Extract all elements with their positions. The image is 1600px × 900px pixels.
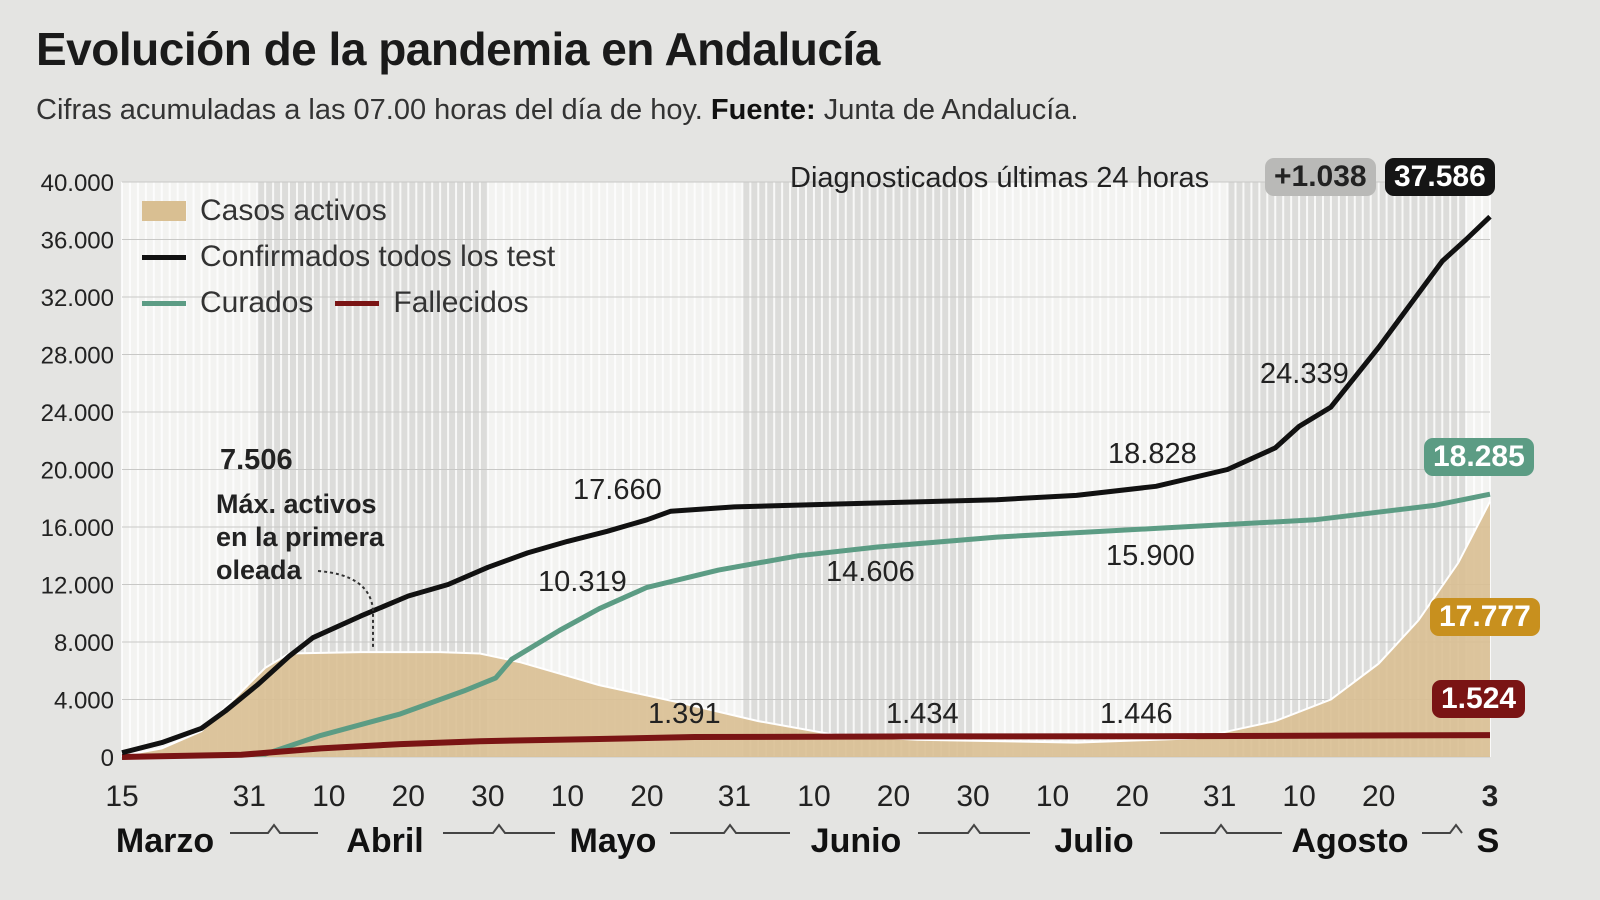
legend-label: Fallecidos (393, 286, 529, 319)
subtitle-text: Cifras acumuladas a las 07.00 horas del … (36, 94, 703, 126)
y-tick-label: 20.000 (41, 458, 114, 485)
month-separator (443, 823, 555, 834)
label-confirmados-may: 17.660 (573, 474, 662, 506)
x-tick-label: 20 (877, 780, 910, 813)
y-tick-label: 36.000 (41, 228, 114, 255)
x-tick-label: 20 (392, 780, 425, 813)
series-curados-line (121, 491, 1491, 760)
x-tick-label: 20 (1362, 780, 1395, 813)
label-fallecidos-jun: 1.434 (886, 698, 959, 730)
x-tick-label: 20 (1115, 780, 1148, 813)
end-label-fallecidos: 1.524 (1432, 680, 1526, 718)
y-tick-label: 32.000 (41, 285, 114, 312)
x-tick-label: 10 (797, 780, 830, 813)
label-fallecidos-may: 1.391 (648, 698, 721, 730)
month-separator (1160, 823, 1282, 834)
x-tick-label: 15 (105, 780, 138, 813)
end-label-curados: 18.285 (1424, 438, 1534, 476)
x-tick-label: 31 (718, 780, 751, 813)
y-tick-label: 0 (101, 745, 114, 772)
label-confirmados-jul: 18.828 (1108, 438, 1197, 470)
month-label: Junio (811, 822, 902, 860)
label-curados-may: 10.319 (538, 566, 627, 598)
annotation-max-active: 7.506 (220, 444, 293, 476)
note-line: oleada (216, 555, 302, 585)
x-tick-label: 30 (956, 780, 989, 813)
x-tick-label: 10 (551, 780, 584, 813)
month-label: Agosto (1291, 822, 1408, 860)
annotation-leader-line (317, 570, 374, 648)
month-separator (230, 823, 318, 834)
legend-label: Casos activos (200, 194, 387, 227)
month-label: Mayo (570, 822, 657, 860)
y-tick-label: 12.000 (41, 573, 114, 600)
legend-swatch (142, 201, 186, 221)
legend-activos: Casos activos (142, 188, 555, 234)
series-casos-activos-edge (121, 501, 1491, 757)
legend-curados-fallecidos: Curados Fallecidos (142, 280, 555, 326)
month-separator (1422, 823, 1463, 834)
y-tick-label: 24.000 (41, 400, 114, 427)
month-separator (918, 823, 1030, 834)
month-separator (670, 823, 790, 834)
x-tick-label: 20 (630, 780, 663, 813)
y-tick-label: 40.000 (41, 170, 114, 197)
chart-subtitle: Cifras acumuladas a las 07.00 horas del … (36, 94, 1078, 127)
legend-label: Confirmados todos los test (200, 240, 556, 273)
x-tick-label: 10 (1282, 780, 1315, 813)
series-confirmados-line (121, 214, 1492, 756)
month-label: S (1477, 822, 1500, 860)
source-label: Fuente: (710, 94, 816, 126)
source-text: Junta de Andalucía. (823, 94, 1079, 126)
note-line: Máx. activos (216, 489, 377, 519)
end-label-activos: 17.777 (1430, 598, 1540, 636)
y-tick-label: 8.000 (54, 630, 114, 657)
total-badge: 37.586 (1385, 158, 1495, 196)
legend-swatch (142, 254, 186, 260)
series-fallecidos-line (121, 732, 1491, 760)
month-label: Abril (346, 822, 423, 860)
legend-confirmados: Confirmados todos los test (142, 234, 555, 280)
x-tick-label: 10 (1036, 780, 1069, 813)
header-24h-label: Diagnosticados últimas 24 horas (790, 162, 1210, 194)
label-curados-jul: 15.900 (1106, 540, 1195, 572)
legend-swatch (335, 300, 380, 306)
month-label: Julio (1054, 822, 1133, 860)
delta-badge: +1.038 (1265, 158, 1376, 196)
x-tick-label: 10 (312, 780, 345, 813)
annotation-max-active-note: Máx. activos en la primera oleada (216, 488, 384, 587)
legend: Casos activos Confirmados todos los test… (142, 188, 555, 326)
x-tick-label: 31 (1203, 780, 1236, 813)
x-tick-label: 31 (233, 780, 266, 813)
month-label: Marzo (116, 822, 214, 860)
y-tick-label: 16.000 (41, 515, 114, 542)
legend-label: Curados (200, 286, 314, 319)
chart-title: Evolución de la pandemia en Andalucía (36, 23, 880, 75)
x-tick-label: 3 (1482, 780, 1499, 813)
note-line: en la primera (216, 522, 385, 552)
label-confirmados-aug: 24.339 (1260, 358, 1349, 390)
label-fallecidos-jul: 1.446 (1100, 698, 1173, 730)
label-curados-jun: 14.606 (826, 556, 915, 588)
x-tick-label: 30 (471, 780, 504, 813)
y-tick-label: 28.000 (41, 343, 114, 370)
legend-swatch (142, 300, 186, 306)
y-tick-label: 4.000 (54, 688, 114, 715)
